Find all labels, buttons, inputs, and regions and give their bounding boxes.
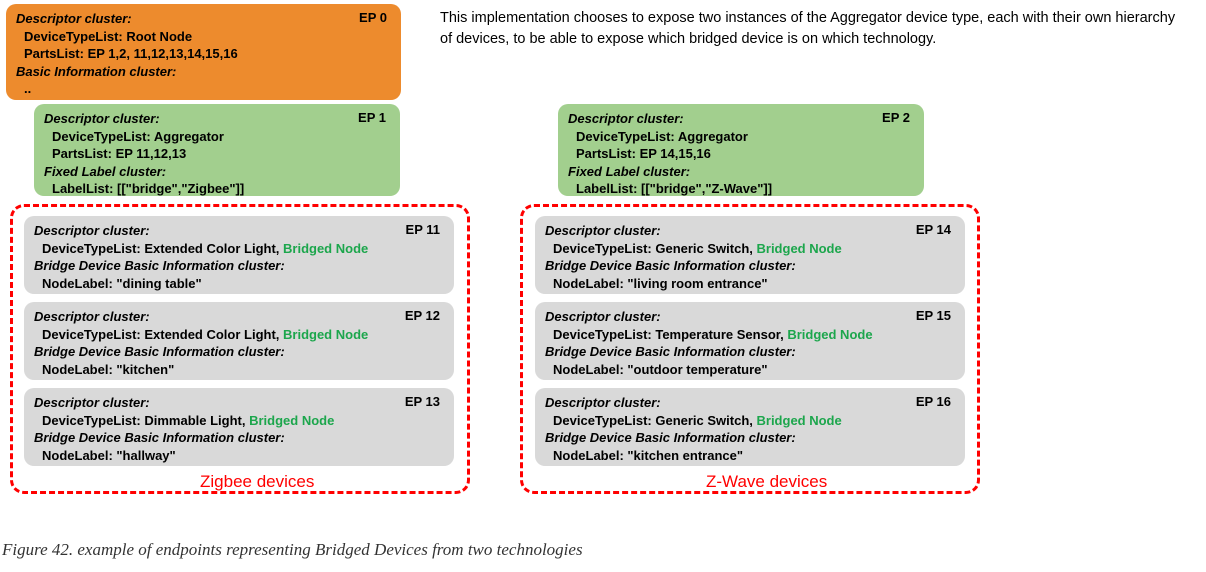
parts-list: PartsList: EP 1,2, 11,12,13,14,15,16 <box>16 45 391 63</box>
node-ep12: EP 12 Descriptor cluster: DeviceTypeList… <box>24 302 454 380</box>
ep-label: EP 15 <box>916 308 951 323</box>
cluster-heading: Descriptor cluster: <box>16 10 391 28</box>
bridged-node-text: Bridged Node <box>787 327 872 342</box>
node-ep15: EP 15 Descriptor cluster: DeviceTypeList… <box>535 302 965 380</box>
node-label: NodeLabel: "hallway" <box>34 447 444 465</box>
bridged-node-text: Bridged Node <box>283 241 368 256</box>
parts-list: PartsList: EP 11,12,13 <box>44 145 390 163</box>
node-label: NodeLabel: "dining table" <box>34 275 444 293</box>
ep-label: EP 2 <box>882 110 910 125</box>
cluster-heading: Descriptor cluster: <box>545 394 955 412</box>
device-type-text: DeviceTypeList: Extended Color Light, <box>42 327 283 342</box>
device-type-list: DeviceTypeList: Extended Color Light, Br… <box>34 240 444 258</box>
cluster-heading: Bridge Device Basic Information cluster: <box>545 257 955 275</box>
cluster-heading: Descriptor cluster: <box>34 308 444 326</box>
group-label-zwave: Z-Wave devices <box>706 472 827 492</box>
cluster-heading: Bridge Device Basic Information cluster: <box>34 257 444 275</box>
cluster-heading: Descriptor cluster: <box>34 394 444 412</box>
cluster-heading: Bridge Device Basic Information cluster: <box>545 429 955 447</box>
bridged-node-text: Bridged Node <box>283 327 368 342</box>
device-type-list: DeviceTypeList: Temperature Sensor, Brid… <box>545 326 955 344</box>
cluster-heading: Fixed Label cluster: <box>44 163 390 181</box>
device-type-list: DeviceTypeList: Dimmable Light, Bridged … <box>34 412 444 430</box>
device-type-text: DeviceTypeList: Generic Switch, <box>553 241 757 256</box>
device-type-text: DeviceTypeList: Temperature Sensor, <box>553 327 787 342</box>
device-type-text: DeviceTypeList: Extended Color Light, <box>42 241 283 256</box>
node-label: NodeLabel: "kitchen" <box>34 361 444 379</box>
device-type-list: DeviceTypeList: Generic Switch, Bridged … <box>545 412 955 430</box>
node-ep16: EP 16 Descriptor cluster: DeviceTypeList… <box>535 388 965 466</box>
cluster-heading: Bridge Device Basic Information cluster: <box>545 343 955 361</box>
node-label: NodeLabel: "outdoor temperature" <box>545 361 955 379</box>
cluster-heading: Descriptor cluster: <box>545 308 955 326</box>
group-label-zigbee: Zigbee devices <box>200 472 314 492</box>
ep-label: EP 0 <box>359 10 387 25</box>
cluster-heading: Descriptor cluster: <box>34 222 444 240</box>
device-type-list: DeviceTypeList: Root Node <box>16 28 391 46</box>
ep-label: EP 13 <box>405 394 440 409</box>
node-ep1: EP 1 Descriptor cluster: DeviceTypeList:… <box>34 104 400 196</box>
ep-label: EP 1 <box>358 110 386 125</box>
cluster-heading: Bridge Device Basic Information cluster: <box>34 343 444 361</box>
ep-label: EP 12 <box>405 308 440 323</box>
device-type-text: DeviceTypeList: Dimmable Light, <box>42 413 249 428</box>
cluster-heading: Descriptor cluster: <box>545 222 955 240</box>
ep-label: EP 11 <box>406 222 440 237</box>
device-type-list: DeviceTypeList: Generic Switch, Bridged … <box>545 240 955 258</box>
bridged-node-text: Bridged Node <box>757 241 842 256</box>
node-ep11: EP 11 Descriptor cluster: DeviceTypeList… <box>24 216 454 294</box>
node-label: NodeLabel: "kitchen entrance" <box>545 447 955 465</box>
cluster-heading: Basic Information cluster: <box>16 63 391 81</box>
node-ep14: EP 14 Descriptor cluster: DeviceTypeList… <box>535 216 965 294</box>
device-type-list: DeviceTypeList: Extended Color Light, Br… <box>34 326 444 344</box>
device-type-text: DeviceTypeList: Generic Switch, <box>553 413 757 428</box>
label-list: LabelList: [["bridge","Z-Wave"]] <box>568 180 914 198</box>
node-ep0: EP 0 Descriptor cluster: DeviceTypeList:… <box>6 4 401 100</box>
node-label: NodeLabel: "living room entrance" <box>545 275 955 293</box>
ep-label: EP 14 <box>916 222 951 237</box>
ellipsis: .. <box>16 80 391 98</box>
cluster-heading: Descriptor cluster: <box>568 110 914 128</box>
label-list: LabelList: [["bridge","Zigbee"]] <box>44 180 390 198</box>
cluster-heading: Bridge Device Basic Information cluster: <box>34 429 444 447</box>
bridged-node-text: Bridged Node <box>249 413 334 428</box>
description-text: This implementation chooses to expose tw… <box>440 8 1180 50</box>
figure-caption: Figure 42. example of endpoints represen… <box>2 540 583 560</box>
parts-list: PartsList: EP 14,15,16 <box>568 145 914 163</box>
device-type-list: DeviceTypeList: Aggregator <box>44 128 390 146</box>
device-type-list: DeviceTypeList: Aggregator <box>568 128 914 146</box>
cluster-heading: Descriptor cluster: <box>44 110 390 128</box>
bridged-node-text: Bridged Node <box>757 413 842 428</box>
cluster-heading: Fixed Label cluster: <box>568 163 914 181</box>
node-ep13: EP 13 Descriptor cluster: DeviceTypeList… <box>24 388 454 466</box>
ep-label: EP 16 <box>916 394 951 409</box>
node-ep2: EP 2 Descriptor cluster: DeviceTypeList:… <box>558 104 924 196</box>
